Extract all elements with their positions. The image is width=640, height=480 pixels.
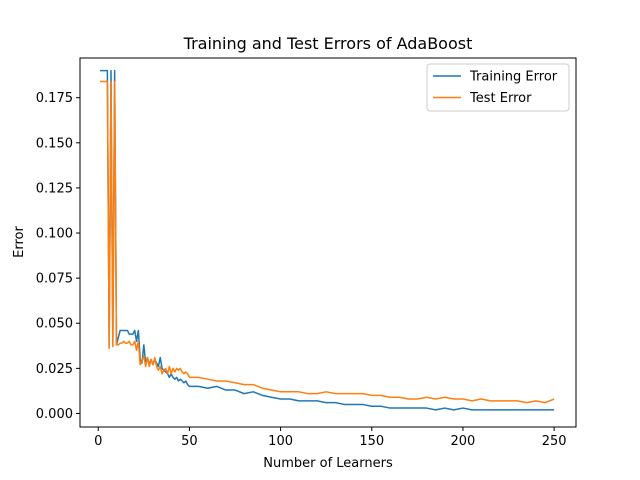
chart-title: Training and Test Errors of AdaBoost — [183, 34, 473, 53]
y-axis-title: Error — [12, 226, 27, 258]
legend-label: Training Error — [469, 70, 558, 85]
legend-box — [426, 63, 570, 112]
x-tick-label: 200 — [451, 434, 476, 449]
y-tick-label: 0.025 — [36, 362, 73, 377]
y-axis: 0.000 0.025 0.050 0.075 0.100 0.125 0.150 0.175 — [36, 91, 80, 422]
y-tick-label: 0.150 — [36, 136, 73, 151]
series-line-0 — [100, 69, 555, 411]
y-tick-label: 0.100 — [36, 227, 73, 242]
x-tick-label: 150 — [359, 434, 384, 449]
x-tick-label: 250 — [542, 434, 567, 449]
y-tick-label: 0.050 — [36, 317, 73, 332]
y-tick-label: 0.125 — [36, 181, 73, 196]
x-tick-label: 0 — [94, 434, 102, 449]
series-line-1 — [100, 80, 555, 404]
x-tick-label: 50 — [181, 434, 198, 449]
x-tick-label: 100 — [268, 434, 293, 449]
x-axis-title: Number of Learners — [263, 456, 393, 471]
y-tick-label: 0.000 — [36, 407, 73, 422]
series-layer — [100, 69, 555, 411]
y-tick-label: 0.175 — [36, 91, 73, 106]
plot-frame — [79, 57, 577, 428]
legend: Training Error Test Error — [426, 63, 570, 112]
x-axis: 0 50 100 150 200 250 — [94, 427, 567, 449]
legend-label: Test Error — [469, 91, 532, 106]
y-tick-label: 0.075 — [36, 272, 73, 287]
